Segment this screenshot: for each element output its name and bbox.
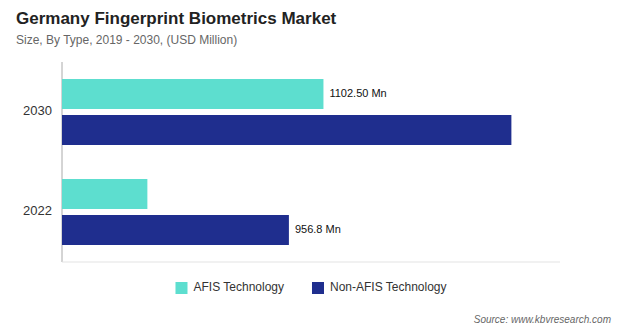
title: Germany Fingerprint Biometrics Market xyxy=(16,9,337,28)
bar xyxy=(62,179,147,209)
subtitle: Size, By Type, 2019 - 2030, (USD Million… xyxy=(16,33,237,47)
chart-svg: Germany Fingerprint Biometrics Market Siz… xyxy=(0,0,619,331)
data-label: 956.8 Mn xyxy=(295,223,341,235)
source-note: Source: www.kbvresearch.com xyxy=(474,314,611,325)
chart-container: Germany Fingerprint Biometrics Market Siz… xyxy=(0,0,619,331)
legend-label: AFIS Technology xyxy=(193,280,284,294)
bar xyxy=(62,79,323,109)
legend: AFIS Technology Non-AFIS Technology xyxy=(175,280,446,294)
data-labels: 1102.50 Mn 956.8 Mn xyxy=(295,87,387,235)
bars xyxy=(62,79,511,245)
legend-item: AFIS Technology xyxy=(175,280,284,294)
bar xyxy=(62,115,511,145)
y-tick-label: 2030 xyxy=(23,103,52,118)
y-tick-label: 2022 xyxy=(23,203,52,218)
legend-swatch xyxy=(312,282,324,294)
bar xyxy=(62,215,289,245)
x-axis-line xyxy=(62,262,560,263)
legend-swatch xyxy=(175,282,187,294)
legend-item: Non-AFIS Technology xyxy=(312,280,447,294)
legend-label: Non-AFIS Technology xyxy=(330,280,447,294)
data-label: 1102.50 Mn xyxy=(329,87,386,99)
